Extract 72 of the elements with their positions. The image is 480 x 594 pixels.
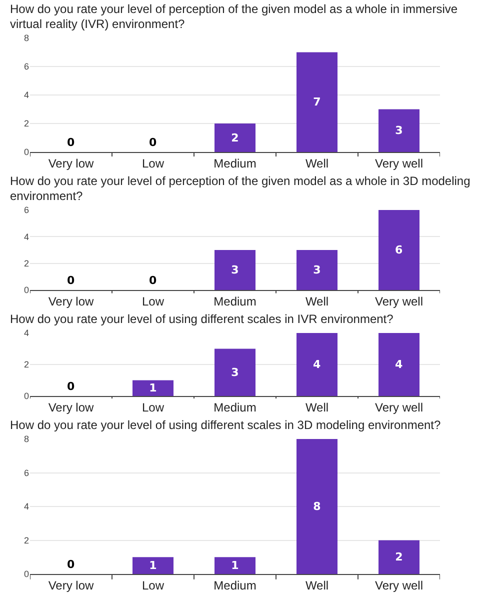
x-tick-label: Very well: [374, 578, 424, 592]
x-tick-label: Very well: [374, 400, 424, 414]
chart-title: How do you rate your level of perception of the given model as a whole in immersive virtual reality (IVR) environment?: [9, 1, 459, 32]
x-tick-label: Well: [305, 578, 329, 592]
data-label: 0: [67, 136, 75, 149]
bar: [214, 557, 256, 574]
x-tick-label: Low: [142, 400, 164, 414]
y-tick-label: 2: [24, 535, 29, 546]
y-tick-label: 0: [24, 569, 29, 580]
y-tick-label: 6: [24, 62, 29, 72]
data-label: 0: [149, 136, 157, 149]
x-tick-label: Low: [142, 156, 164, 170]
data-label: 0: [149, 274, 157, 287]
y-tick-label: 4: [24, 502, 29, 512]
bar: [214, 348, 256, 396]
data-label: 8: [313, 500, 321, 513]
data-label: 4: [313, 358, 321, 371]
x-tick-label: Very well: [374, 294, 424, 308]
data-label: 3: [395, 124, 403, 138]
data-label: 3: [231, 366, 239, 379]
data-label: 3: [313, 264, 321, 276]
bar: [132, 380, 174, 396]
data-label: 4: [395, 358, 403, 371]
data-label: 2: [231, 131, 239, 144]
data-label: 3: [231, 264, 239, 276]
x-tick-label: Low: [142, 578, 164, 592]
chart-title: How do you rate your level of perception of the given model as a whole in 3D modeling environment?: [9, 173, 472, 204]
y-tick-label: 8: [24, 33, 29, 44]
y-tick-label: 2: [24, 118, 29, 129]
bar: [378, 109, 420, 152]
data-label: 7: [313, 96, 321, 109]
bar: [378, 333, 420, 396]
bar: [214, 124, 256, 152]
bar: [296, 52, 338, 152]
chart-title: How do you rate your level of using different scales in IVR environment?: [9, 311, 394, 327]
x-tick-label: Medium: [214, 294, 256, 308]
x-tick-label: Well: [305, 156, 329, 170]
bar: [378, 540, 420, 574]
x-tick-label: Very low: [48, 578, 94, 592]
y-tick-label: 4: [24, 232, 29, 242]
bar: [132, 557, 174, 574]
data-label: 1: [149, 559, 157, 572]
x-tick-label: Medium: [214, 400, 256, 414]
y-tick-label: 4: [24, 328, 29, 338]
y-tick-label: 2: [24, 360, 29, 370]
y-tick-label: 0: [24, 391, 29, 402]
y-tick-label: 0: [24, 147, 29, 158]
y-tick-label: 4: [24, 90, 29, 100]
x-tick-label: Very well: [374, 156, 424, 170]
bar: [296, 333, 338, 396]
data-label: 6: [395, 244, 403, 256]
y-tick-label: 8: [24, 434, 29, 444]
x-tick-label: Well: [305, 294, 329, 308]
y-tick-label: 6: [24, 468, 29, 478]
x-tick-label: Low: [142, 294, 164, 308]
x-tick-label: Very low: [48, 156, 94, 170]
data-label: 1: [149, 382, 157, 395]
y-tick-label: 6: [24, 205, 29, 216]
data-label: 0: [67, 380, 75, 393]
y-tick-label: 2: [24, 258, 29, 268]
data-label: 0: [67, 558, 75, 571]
data-label: 2: [395, 550, 403, 564]
x-tick-label: Well: [305, 400, 329, 414]
x-tick-label: Very low: [48, 294, 94, 308]
y-tick-label: 0: [24, 285, 29, 296]
data-label: 1: [231, 559, 239, 572]
x-tick-label: Very low: [48, 400, 94, 414]
chart-title: How do you rate your level of using different scales in 3D modeling environment?: [9, 417, 442, 433]
data-label: 0: [67, 274, 75, 287]
x-tick-label: Medium: [214, 156, 256, 170]
bar: [296, 439, 338, 574]
x-tick-label: Medium: [214, 578, 256, 592]
